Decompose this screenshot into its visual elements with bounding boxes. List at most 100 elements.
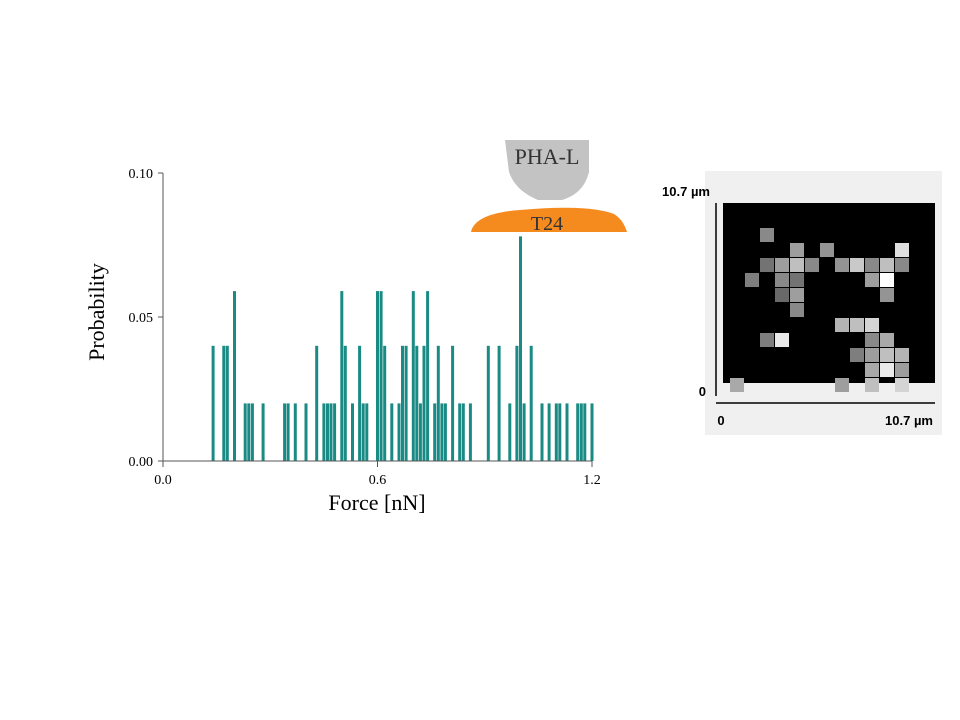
probe-label: PHA-L bbox=[515, 144, 580, 169]
histogram-bars bbox=[211, 236, 594, 461]
histogram-bar bbox=[583, 403, 587, 461]
heatmap-cell bbox=[760, 258, 774, 272]
histogram-bar bbox=[247, 403, 251, 461]
cell-label: T24 bbox=[531, 213, 563, 235]
heatmap-cell bbox=[835, 258, 849, 272]
histogram-bar bbox=[519, 236, 522, 461]
heatmap-cell bbox=[895, 363, 909, 377]
heatmap-cell bbox=[865, 333, 879, 347]
heatmap-cell bbox=[760, 228, 774, 242]
histogram-bar bbox=[351, 403, 354, 461]
heatmap-cell bbox=[865, 258, 879, 272]
heatmap-cell bbox=[835, 318, 849, 332]
histogram-bar bbox=[333, 403, 337, 461]
heatmap-y-zero-label: 0 bbox=[699, 384, 706, 399]
heatmap-cell bbox=[790, 288, 804, 302]
pha-l-probe-shape bbox=[505, 140, 589, 200]
histogram-bar bbox=[461, 403, 465, 461]
heatmap-cell bbox=[790, 303, 804, 317]
heatmap-cell bbox=[865, 348, 879, 362]
histogram-bar bbox=[558, 403, 562, 461]
histogram-bar bbox=[497, 345, 501, 461]
histogram-bar bbox=[379, 291, 383, 461]
histogram-bar bbox=[436, 345, 440, 461]
heatmap-cell bbox=[790, 243, 804, 257]
heatmap-cell bbox=[895, 258, 909, 272]
heatmap-cell bbox=[895, 243, 909, 257]
heatmap-cell bbox=[745, 273, 759, 287]
histogram-bar bbox=[451, 345, 455, 461]
heatmap-cell bbox=[760, 333, 774, 347]
heatmap-cell bbox=[880, 348, 894, 362]
heatmap-cell bbox=[865, 273, 879, 287]
histogram-bar bbox=[304, 403, 308, 461]
heatmap-cell bbox=[775, 273, 789, 287]
heatmap-cell bbox=[805, 258, 819, 272]
x-tick-label: 0.0 bbox=[154, 473, 172, 488]
histogram-bar bbox=[576, 403, 580, 461]
heatmap-cell bbox=[790, 273, 804, 287]
histogram-bar bbox=[401, 345, 404, 461]
heatmap-cell bbox=[895, 348, 909, 362]
histogram-bar bbox=[397, 403, 401, 461]
histogram-bar bbox=[365, 403, 369, 461]
histogram-bar bbox=[222, 345, 226, 461]
histogram-bar bbox=[411, 291, 415, 461]
histogram-bar bbox=[458, 403, 462, 461]
x-axis-title: Force [nN] bbox=[328, 490, 425, 515]
heatmap-cell bbox=[850, 258, 864, 272]
y-tick-label: 0.05 bbox=[129, 311, 154, 326]
histogram-bar bbox=[433, 403, 437, 461]
x-tick-label: 1.2 bbox=[583, 473, 601, 488]
heatmap-cell bbox=[730, 378, 744, 392]
heatmap-cell bbox=[865, 363, 879, 377]
heatmap-cell bbox=[775, 288, 789, 302]
heatmap-cell bbox=[775, 258, 789, 272]
heatmap-cell bbox=[865, 378, 879, 392]
histogram-bar bbox=[547, 403, 551, 461]
t24-cell-shape bbox=[471, 207, 627, 232]
histogram-bar bbox=[250, 403, 254, 461]
heatmap-cell bbox=[880, 333, 894, 347]
afm-probe-inset: PHA-L T24 bbox=[471, 140, 627, 235]
heatmap-cell bbox=[880, 258, 894, 272]
force-histogram: 0.10 0.05 0.00 0.0 0.6 1.2 Force [nN] Pr… bbox=[84, 167, 601, 515]
histogram-bar bbox=[283, 403, 287, 461]
histogram-bar bbox=[383, 345, 387, 461]
heatmap-cell bbox=[775, 333, 789, 347]
histogram-bar bbox=[376, 291, 379, 461]
histogram-bar bbox=[225, 345, 229, 461]
heatmap-cell bbox=[790, 258, 804, 272]
histogram-bar bbox=[515, 345, 519, 461]
heatmap-cell bbox=[880, 273, 894, 287]
histogram-bar bbox=[529, 345, 533, 461]
histogram-bar bbox=[418, 403, 422, 461]
histogram-bar bbox=[415, 345, 419, 461]
heatmap-cell bbox=[880, 288, 894, 302]
histogram-bar bbox=[261, 403, 265, 461]
histogram-bar bbox=[426, 291, 430, 461]
histogram-bar bbox=[440, 403, 444, 461]
histogram-bar bbox=[468, 403, 472, 461]
histogram-bar bbox=[340, 291, 344, 461]
histogram-bar bbox=[233, 291, 236, 461]
adhesion-map-panel: 10.7 µm 0 0 10.7 µm bbox=[662, 171, 942, 435]
histogram-bar bbox=[286, 403, 290, 461]
heatmap-y-top-label: 10.7 µm bbox=[662, 184, 710, 199]
histogram-bar bbox=[554, 403, 558, 461]
histogram-bar bbox=[508, 403, 512, 461]
histogram-bar bbox=[322, 403, 326, 461]
histogram-bar bbox=[329, 403, 333, 461]
heatmap-cell bbox=[850, 318, 864, 332]
histogram-bar bbox=[422, 345, 426, 461]
x-tick-label: 0.6 bbox=[369, 473, 387, 488]
histogram-bar bbox=[343, 345, 347, 461]
heatmap-cell bbox=[895, 378, 909, 392]
histogram-bar bbox=[522, 403, 526, 461]
histogram-bar bbox=[243, 403, 247, 461]
histogram-bar bbox=[590, 403, 594, 461]
heatmap-cell bbox=[865, 318, 879, 332]
heatmap-cell bbox=[835, 378, 849, 392]
y-tick-label: 0.00 bbox=[129, 455, 154, 470]
